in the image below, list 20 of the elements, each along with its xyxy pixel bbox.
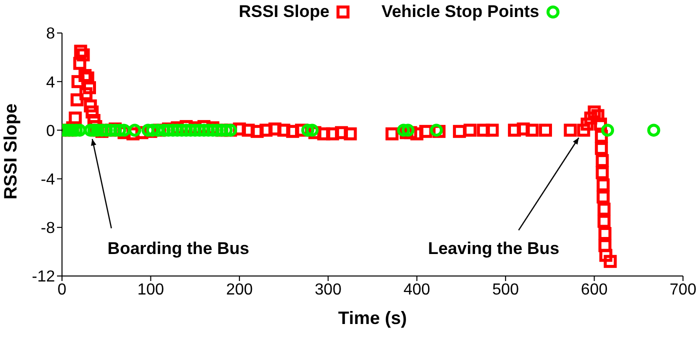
y-tick-label: -4 xyxy=(40,171,56,188)
x-tick-label: 400 xyxy=(404,281,430,298)
x-tick-label: 100 xyxy=(137,281,164,298)
annotation: Boarding the Bus xyxy=(108,239,250,258)
legend-label: Vehicle Stop Points xyxy=(381,2,540,22)
x-tick-label: 500 xyxy=(492,281,520,298)
y-tick-label: -12 xyxy=(32,268,56,286)
y-tick-label: 0 xyxy=(46,122,56,140)
x-tick-label: 200 xyxy=(226,281,253,298)
y-tick-label: 4 xyxy=(46,74,56,92)
y-axis-title: RSSI Slope xyxy=(0,103,20,200)
x-tick-label: 600 xyxy=(580,281,608,298)
legend-label: RSSI Slope xyxy=(238,2,330,22)
x-tick-label: 700 xyxy=(670,281,696,298)
y-tick-label: -8 xyxy=(40,220,56,238)
annotation: Leaving the Bus xyxy=(428,239,560,258)
x-axis-title: Time (s) xyxy=(338,308,407,328)
y-tick-label: 8 xyxy=(46,26,56,43)
x-tick-label: 0 xyxy=(58,281,67,298)
x-tick-label: 300 xyxy=(314,281,342,298)
